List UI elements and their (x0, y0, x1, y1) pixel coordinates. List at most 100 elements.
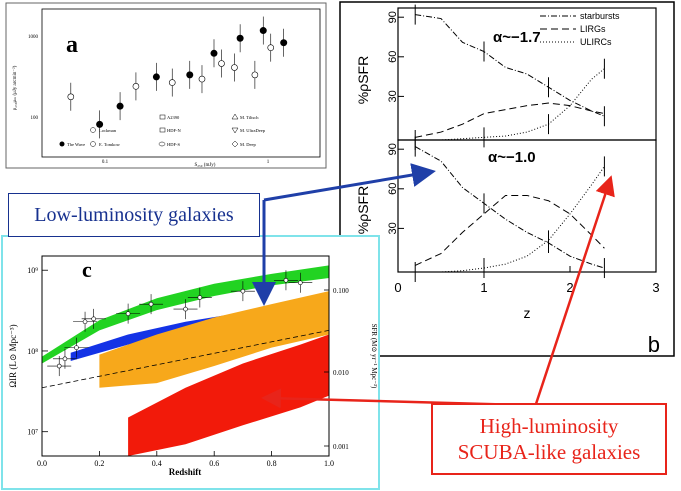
panel-c-ytick-label: 10⁷ (27, 428, 38, 437)
panel-b-ylabel-lower: %ρSFR (355, 186, 371, 234)
low-luminosity-callout: Low-luminosity galaxies (8, 193, 260, 237)
legend-marker-hdfs (158, 141, 166, 147)
high-luminosity-line1: High-luminosity (479, 414, 619, 438)
panel-c-band-orange (99, 291, 329, 388)
panel-a: a ρ₂₅₀μₘ (μJy arcmin⁻²) S₂₅₀ (mJy) 1000 … (5, 2, 327, 169)
panel-c-ticks: 0.0 0.2 0.4 0.6 0.8 1.0 10⁹ 10⁸ 10⁷ 0.100 0.010 0.0… (27, 266, 349, 468)
legend-label-hdfn: HDF-N (167, 128, 182, 133)
panel-b-ytick-label: 90 (387, 11, 399, 23)
panel-b-xtick-label: 0 (394, 280, 401, 295)
panel-a-point-other (67, 93, 75, 101)
panel-c-right-tick-label: 0.100 (333, 287, 349, 295)
panel-b-line-ULIRCs (415, 166, 605, 273)
panel-c-xtick-label: 0.8 (267, 459, 277, 468)
legend-marker-hdfn (159, 127, 166, 133)
panel-c-point (91, 316, 96, 322)
panel-c-point (125, 311, 131, 316)
panel-a-xtick-01: 0.1 (102, 160, 109, 165)
legend-label-ultradeep: M. UltraDeep (240, 128, 266, 133)
panel-c-points (47, 270, 313, 377)
low-arrow-to-b (263, 163, 436, 202)
panel-b-lower-series (414, 136, 605, 282)
legend-label-mdeep: M. Deep (240, 142, 256, 147)
panel-c-point (74, 345, 79, 350)
panel-c-point (62, 356, 68, 362)
panel-c-band-red (128, 334, 329, 456)
legend-label-ulircs: ULIRCs (580, 37, 612, 47)
high-arrow-to-b (532, 175, 615, 411)
panel-b-ytick-label: 30 (387, 90, 399, 102)
legend-label-starbursts: starbursts (580, 11, 620, 21)
panel-c-right-tick-label: 0.010 (333, 369, 349, 377)
panel-b-ticks: 0 1 2 3 90 60 30 90 60 30 (387, 11, 660, 295)
panel-c-axes (41, 255, 330, 457)
panel-a-ytick-1000: 1000 (28, 35, 39, 40)
panel-b-line-starbursts (414, 146, 605, 269)
legend-marker-mdeep (231, 140, 239, 148)
legend-label-wave: The Wave (67, 142, 85, 147)
panel-b-line-LIRGs (414, 194, 605, 266)
legend-label-lockman: Lockman (99, 128, 117, 133)
panel-c-ytick-label: 10⁸ (27, 347, 38, 356)
panel-a-point-other (251, 71, 259, 79)
panel-a-point-wave (186, 71, 194, 79)
panel-c-letter: c (82, 257, 92, 282)
panel-c-point (148, 301, 154, 307)
panel-a-point-wave (280, 39, 288, 47)
panel-a-point-wave (236, 34, 244, 42)
panel-a-point-other (168, 79, 176, 86)
panel-c-point (56, 363, 62, 369)
legend-marker-a2390 (159, 114, 166, 120)
panel-c-point (240, 288, 246, 294)
legend-label-a2390: A2390 (167, 115, 180, 120)
panel-c-xtick-label: 0.2 (94, 459, 104, 468)
panel-a-ytick-100: 100 (31, 116, 39, 121)
panel-a-xlabel: S₂₅₀ (mJy) (195, 163, 216, 168)
panel-a-point-other (267, 44, 275, 51)
panel-b-upper-annotation: α~−1.7 (493, 29, 541, 46)
panel-a-point-other (198, 75, 206, 83)
legend-label-tiltsch: M. Tiltsch (240, 115, 259, 120)
panel-c-xlabel: Redshift (169, 467, 202, 477)
panel-c-xtick-label: 0.0 (37, 459, 47, 468)
high-luminosity-callout: High-luminosity SCUBA-like galaxies (431, 403, 667, 475)
panel-b-ytick-label: 60 (387, 51, 399, 63)
panel-a-point-wave (116, 102, 124, 110)
panel-b-ylabel-upper: %ρSFR (355, 56, 371, 104)
panel-c-point (297, 280, 303, 286)
panel-b-xtick-label: 2 (566, 280, 573, 295)
panel-c-point (283, 278, 289, 283)
panel-b-upper-series (414, 4, 605, 150)
panel-b-line-LIRGs (415, 102, 605, 138)
panel-a-axes (41, 8, 321, 158)
legend-marker-tomkow (90, 141, 96, 147)
panel-a-point-wave (210, 49, 218, 57)
panel-a-point-other (132, 83, 140, 90)
panel-c: c ΩIR (L⊙ Mpc⁻³) SFR (M⊙ yr⁻¹ Mpc⁻³) Red… (1, 235, 380, 490)
legend-marker-wave (59, 141, 65, 147)
high-luminosity-line2: SCUBA-like galaxies (457, 440, 641, 464)
panel-a-points (67, 16, 288, 139)
panel-c-right-label: SFR (M⊙ yr⁻¹ Mpc⁻³) (370, 324, 378, 389)
panel-c-point (183, 306, 188, 312)
panel-b-lower-axes (397, 139, 657, 273)
panel-a-letter: a (66, 32, 78, 58)
panel-a-point-other (218, 60, 225, 67)
panel-b-xtick-label: 3 (652, 280, 659, 295)
panel-a-point-other (231, 64, 238, 71)
legend-marker-lockman (90, 127, 96, 133)
panel-b-lower-annotation: α~−1.0 (488, 149, 536, 166)
panel-a-xtick-1: 1 (267, 160, 270, 165)
panel-a-point-wave (259, 27, 267, 35)
panel-c-ytick-label: 10⁹ (27, 266, 38, 275)
panel-a-point-wave (152, 73, 160, 81)
panel-c-right-tick-label: 0.001 (333, 443, 349, 451)
panel-b-ytick-label: 30 (387, 222, 399, 234)
panel-b-legend: starbursts LIRGs ULIRCs (540, 11, 620, 47)
panel-a-frame (5, 2, 327, 169)
legend-label-lirgs: LIRGs (580, 24, 606, 34)
panel-c-xtick-label: 1.0 (324, 459, 334, 468)
panel-a-point-wave (96, 120, 104, 128)
